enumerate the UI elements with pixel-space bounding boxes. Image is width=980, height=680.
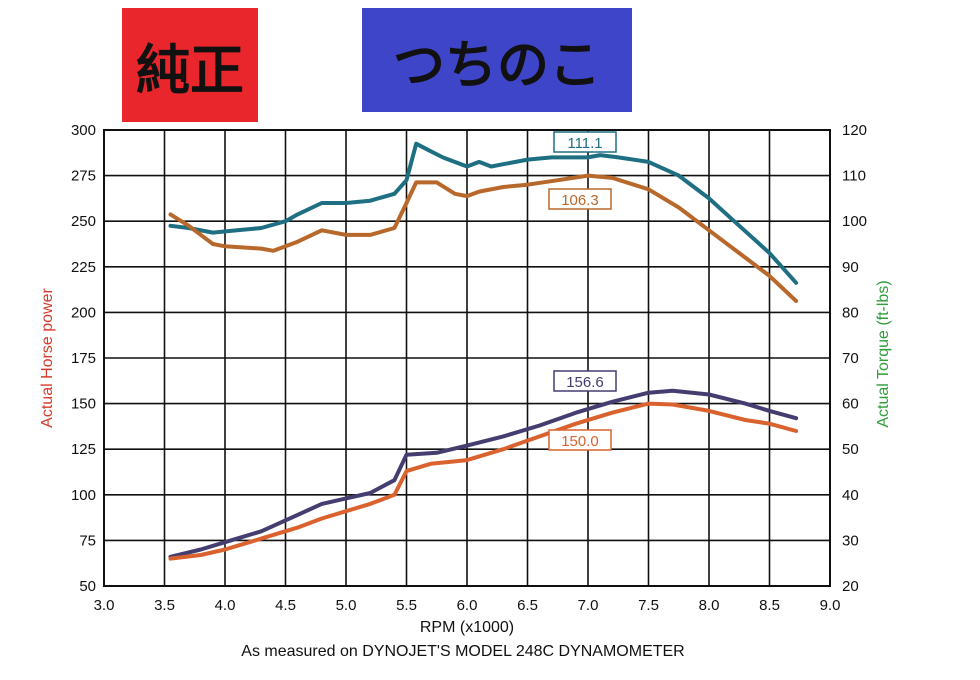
y-left-tick-label: 275	[71, 168, 96, 185]
x-tick-label: 7.5	[638, 597, 659, 614]
y-right-tick-label: 50	[842, 441, 859, 458]
x-tick-label: 6.0	[457, 597, 478, 614]
y-right-tick-label: 100	[842, 213, 867, 230]
x-tick-label: 5.5	[396, 597, 417, 614]
right-axis-title: Actual Torque (ft-lbs)	[875, 280, 892, 427]
x-tick-label: 4.5	[275, 597, 296, 614]
x-tick-label: 4.0	[215, 597, 236, 614]
x-tick-label: 9.0	[820, 597, 841, 614]
peak-value-label: 106.3	[561, 192, 599, 209]
y-right-tick-label: 110	[842, 168, 866, 185]
peak-label-box	[548, 429, 612, 451]
y-left-tick-label: 225	[71, 259, 96, 276]
x-tick-label: 7.0	[578, 597, 599, 614]
x-tick-label: 8.0	[699, 597, 720, 614]
y-left-tick-label: 125	[71, 441, 96, 458]
series-line-tsuchinoko-torque	[168, 141, 799, 285]
y-left-tick-label: 200	[71, 304, 96, 321]
peak-label-box	[553, 370, 617, 392]
y-right-tick-label: 30	[842, 532, 859, 549]
series-line-stock-torque	[168, 173, 799, 303]
peak-value-label: 111.1	[567, 135, 602, 152]
series-line-stock-hp	[168, 401, 799, 561]
y-right-tick-label: 40	[842, 487, 859, 504]
y-right-tick-label: 120	[842, 122, 867, 139]
y-left-tick-label: 175	[71, 350, 96, 367]
x-tick-label: 3.0	[94, 597, 115, 614]
y-right-tick-label: 90	[842, 259, 859, 276]
peak-label-box	[553, 131, 617, 153]
y-right-tick-label: 70	[842, 350, 859, 367]
y-left-tick-label: 250	[71, 213, 96, 230]
y-left-tick-label: 150	[71, 396, 96, 413]
stock-badge: 純正	[122, 8, 258, 122]
tsuchinoko-badge: つちのこ	[362, 8, 632, 112]
y-left-tick-label: 50	[79, 578, 96, 595]
chart-footer: As measured on DYNOJET'S MODEL 248C DYNA…	[241, 643, 684, 660]
y-left-tick-label: 75	[79, 532, 96, 549]
y-right-tick-label: 80	[842, 304, 859, 321]
x-tick-label: 6.5	[517, 597, 538, 614]
peak-value-label: 156.6	[566, 374, 604, 391]
y-right-tick-label: 20	[842, 578, 859, 595]
x-tick-label: 3.5	[154, 597, 175, 614]
peak-value-label: 150.0	[561, 433, 599, 450]
peak-label-box	[548, 188, 612, 210]
x-tick-label: 5.0	[336, 597, 357, 614]
series-line-tsuchinoko-hp	[168, 388, 799, 559]
y-left-tick-label: 300	[71, 122, 96, 139]
x-tick-label: 8.5	[759, 597, 780, 614]
y-right-tick-label: 60	[842, 396, 859, 413]
x-axis-title: RPM (x1000)	[420, 619, 514, 636]
y-left-tick-label: 100	[71, 487, 96, 504]
left-axis-title: Actual Horse power	[39, 288, 56, 428]
